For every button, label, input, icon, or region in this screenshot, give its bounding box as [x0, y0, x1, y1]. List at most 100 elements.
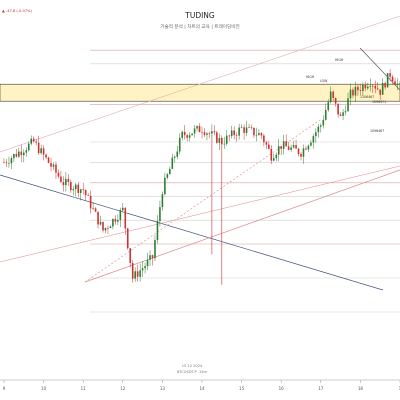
candle-body — [287, 146, 290, 150]
chart-subtitle: 기술적 분석 | 차트의 교육 | 트레이딩비전 — [160, 23, 239, 30]
candle-body — [84, 190, 87, 196]
candle-body — [161, 194, 164, 208]
x-axis-ticks: 9 10 11 12 13 14 15 16 17 18 1 — [3, 380, 400, 391]
trendline-rising-b — [0, 165, 400, 263]
candle-body — [285, 141, 287, 147]
candle-body — [50, 162, 52, 167]
candle-body — [290, 147, 292, 150]
candle-body — [349, 89, 352, 99]
candle-body — [186, 135, 188, 138]
footer-date: 15 12 2024 — [182, 364, 203, 368]
candle-body — [201, 132, 203, 133]
candle-body — [292, 145, 295, 148]
candle-body — [67, 178, 70, 182]
candle-body — [329, 91, 332, 103]
candle-body — [99, 221, 102, 225]
candle-body — [394, 81, 396, 85]
candle-body — [62, 182, 65, 186]
candle-body — [57, 172, 60, 177]
candle-body — [129, 248, 132, 263]
candle-body — [92, 208, 94, 209]
support-zone — [0, 83, 400, 102]
candle-body — [359, 90, 362, 91]
trendline-descending — [0, 174, 384, 291]
candle-body — [250, 127, 253, 128]
candle-body — [295, 145, 297, 149]
candle-body — [203, 132, 206, 135]
candle-body — [117, 220, 119, 222]
candle-body — [344, 111, 347, 113]
candle-body — [347, 98, 349, 112]
candle-body — [230, 130, 233, 137]
candle-body — [367, 86, 369, 89]
candle-body — [23, 152, 25, 156]
candle-body — [315, 132, 317, 137]
candle-body — [208, 133, 211, 134]
price-readout: ▲ -47.8 (-0.07%) — [2, 9, 32, 13]
candle-body — [77, 184, 80, 193]
candle-body — [352, 89, 354, 96]
candle-body — [164, 177, 166, 195]
trendline-rising-a — [84, 169, 400, 283]
candle-body — [243, 127, 245, 133]
candle-body — [124, 207, 127, 229]
candle-body — [218, 138, 221, 143]
candle-body — [225, 135, 228, 144]
candle-body — [60, 176, 62, 183]
ohlc-label: LOW — [320, 79, 328, 83]
candle-body — [307, 145, 310, 150]
x-tick-label: 17 — [318, 386, 324, 391]
candles — [3, 68, 400, 285]
candle-body — [337, 103, 339, 115]
candle-body — [13, 153, 15, 159]
trendline-dashed — [84, 119, 321, 283]
x-tick-label: 18 — [358, 386, 364, 391]
candle-body — [126, 228, 129, 249]
candle-body — [52, 164, 55, 167]
candle-body — [354, 86, 357, 96]
candle-body — [188, 135, 191, 138]
candle-body — [141, 268, 144, 271]
trendline-top-right — [359, 47, 400, 91]
candle-body — [104, 227, 107, 231]
candle-body — [8, 163, 10, 164]
candle-body — [112, 218, 114, 227]
candle-body — [213, 131, 216, 133]
candle-body — [109, 226, 112, 229]
candle-body — [149, 255, 151, 260]
candle-body — [82, 189, 84, 191]
candle-body — [65, 178, 67, 186]
candle-body — [240, 127, 243, 128]
candle-body — [89, 195, 92, 209]
candle-body — [211, 131, 213, 134]
candle-body — [342, 112, 344, 116]
x-tick-label: 10 — [41, 386, 47, 391]
candle-body — [371, 85, 374, 87]
candle-body — [369, 85, 372, 87]
candle-body — [327, 102, 330, 111]
candle-body — [55, 164, 57, 173]
trendline-upper — [0, 15, 400, 153]
x-tick-label: 14 — [199, 386, 205, 391]
candle-body — [223, 143, 226, 145]
candle-body — [173, 156, 176, 158]
candle-body — [119, 210, 122, 221]
candle-body — [18, 151, 20, 157]
candle-body — [79, 189, 82, 193]
candle-body — [384, 82, 386, 88]
candle-body — [196, 126, 198, 129]
candle-body — [171, 157, 174, 169]
candle-body — [389, 73, 391, 77]
candle-body — [169, 168, 171, 175]
candle-body — [216, 132, 218, 143]
candle-body — [122, 207, 124, 211]
candle-body — [114, 218, 117, 222]
candle-body — [332, 91, 334, 99]
candle-body — [238, 127, 240, 136]
candle-body — [72, 189, 75, 191]
candle-body — [70, 181, 72, 191]
candle-body — [159, 207, 161, 222]
x-tick-label: 15 — [239, 386, 245, 391]
